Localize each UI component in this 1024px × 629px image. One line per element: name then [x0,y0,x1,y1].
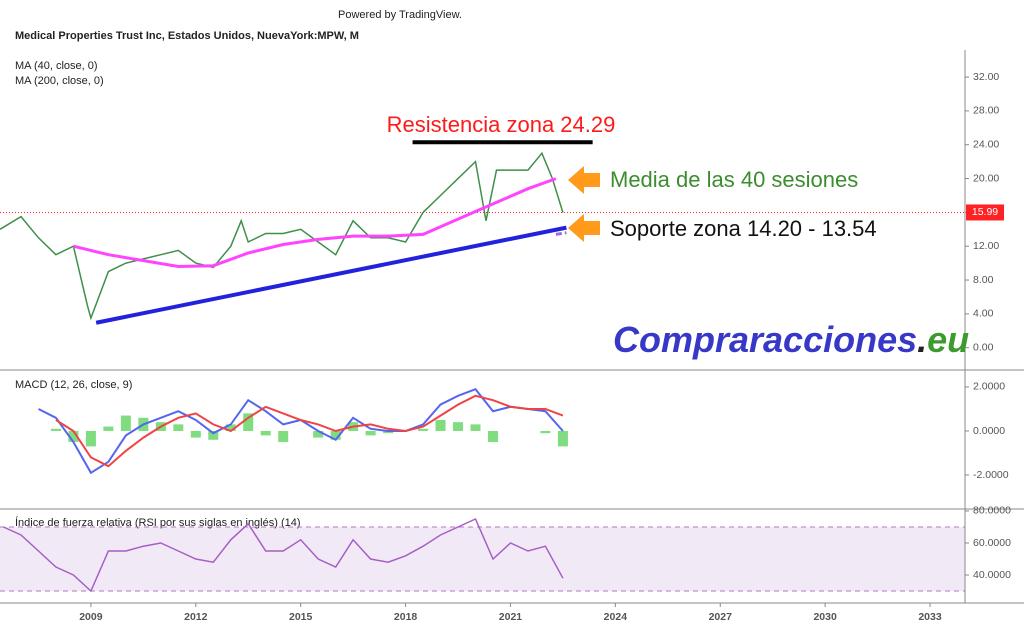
histogram-bar [278,430,289,442]
price-line [3,518,564,593]
histogram-bar [50,428,61,431]
histogram-bar [365,430,376,436]
histogram-bar [330,430,341,440]
y-tick-label: 8.00 [973,274,994,286]
x-tick-label: 2030 [813,611,837,623]
y-tick-label: 12.00 [973,240,999,252]
x-tick-label: 2018 [394,611,418,623]
price-line [0,151,564,321]
x-tick-label: 2012 [184,611,208,623]
y-tick-label: 80.0000 [973,505,1011,517]
watermark-dot: . [917,319,927,360]
x-tick-label: 2015 [289,611,313,623]
series-line [73,177,557,269]
histogram-bar [383,430,394,434]
histogram-bar [470,424,481,431]
histogram-bar [260,430,271,436]
y-tick-label: 0.00 [973,341,994,353]
histogram-bar [243,413,254,431]
y-tick-label: 24.00 [973,139,999,151]
x-tick-label: 2009 [79,611,103,623]
x-tick-label: 2033 [918,611,942,623]
legend-entry: MA (200, close, 0) [15,75,104,87]
histogram-bar [487,430,498,442]
watermark: Compraracciones.eu [613,319,969,360]
watermark-domain: eu [927,319,969,360]
histogram-bar [68,430,79,442]
rsi-band [0,526,965,592]
y-tick-label: 2.0000 [973,381,1005,393]
y-tick-label: 40.0000 [973,569,1011,581]
histogram-bar [85,430,96,447]
x-tick-label: 2021 [499,611,523,623]
histogram-bar [557,430,568,447]
y-tick-label: 20.00 [973,172,999,184]
legend-entry: MA (40, close, 0) [15,60,98,72]
watermark-name: Compraracciones [613,319,917,360]
histogram-bar [173,424,184,431]
x-tick-label: 2024 [604,611,628,623]
histogram-bar [435,419,446,431]
y-tick-label: 60.0000 [973,537,1011,549]
arrow [568,166,600,194]
series-line [55,394,564,468]
series-line [555,231,567,236]
y-tick-label: -2.0000 [973,469,1009,481]
trend-line [95,225,567,325]
last-price-label: 15.99 [972,206,998,218]
histogram-bar [453,422,464,431]
y-tick-label: 28.00 [973,105,999,117]
last-price-box [966,204,1004,221]
histogram-bar [540,430,551,434]
histogram-bar [225,424,236,431]
y-tick-label: 32.00 [973,71,999,83]
annotation: Soporte zona 14.20 - 13.54 [610,216,877,241]
arrow [568,214,600,242]
x-tick-label: 2027 [709,611,733,623]
histogram-bar [120,415,131,431]
histogram-bar [103,426,114,431]
y-tick-label: 4.00 [973,308,994,320]
panel-title: MACD (12, 26, close, 9) [15,379,132,391]
panel-title: Medical Properties Trust Inc, Estados Un… [15,30,359,42]
y-tick-label: 0.0000 [973,425,1005,437]
histogram-bar [190,430,201,438]
histogram-bar [313,430,324,438]
histogram-bar [208,430,219,440]
annotation: Media de las 40 sesiones [610,167,858,192]
annotation: Resistencia zona 24.29 [387,112,616,137]
powered-by: Powered by TradingView. [338,9,462,21]
panel-title: Índice de fuerza relativa (RSI por sus s… [15,516,301,529]
histogram-bar [418,428,429,431]
